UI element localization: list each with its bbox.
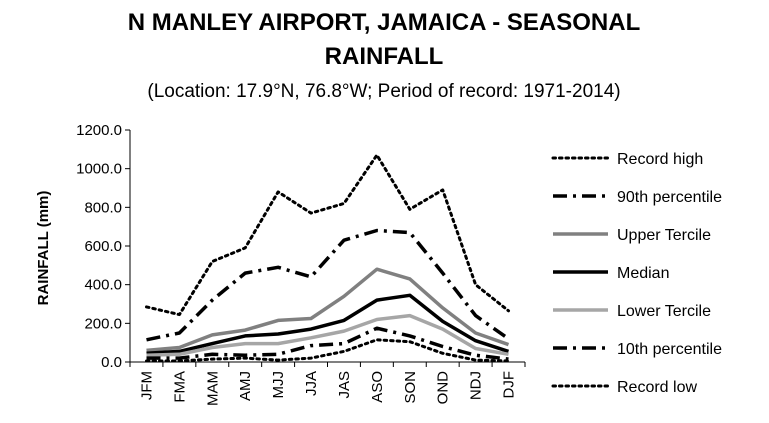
x-tick-label: JFM bbox=[138, 371, 155, 400]
chart-subtitle: (Location: 17.9°N, 76.8°W; Period of rec… bbox=[147, 81, 620, 102]
series-line-4 bbox=[146, 293, 510, 356]
x-tick-label: JJA bbox=[303, 371, 320, 396]
legend-label-7: Record low bbox=[617, 379, 697, 396]
legend-label-3: Upper Tercile bbox=[617, 227, 711, 244]
x-tick-label: DJF bbox=[501, 371, 518, 399]
legend-label-2: 90th percentile bbox=[617, 189, 722, 206]
series-line-7 bbox=[145, 338, 510, 363]
series-line-5 bbox=[146, 313, 509, 357]
y-tick-label: 400.0 bbox=[84, 277, 122, 294]
y-tick-label: 1200.0 bbox=[76, 122, 122, 139]
y-tick-label: 0.0 bbox=[101, 354, 122, 371]
x-tick-label: FMA bbox=[171, 371, 188, 403]
series-line-6 bbox=[146, 326, 509, 361]
x-tick-label: SON bbox=[402, 371, 419, 404]
legend-label-1: Record high bbox=[617, 151, 703, 168]
y-tick-label: 1000.0 bbox=[76, 161, 122, 178]
x-tick-label: MAM bbox=[204, 371, 221, 406]
series-line-1 bbox=[145, 153, 510, 317]
legend-label-4: Median bbox=[617, 265, 669, 282]
legend-label-6: 10th percentile bbox=[617, 341, 722, 358]
y-tick-label: 800.0 bbox=[84, 199, 122, 216]
chart-title-line-1: N MANLEY AIRPORT, JAMAICA - SEASONAL bbox=[128, 9, 640, 36]
axes bbox=[125, 129, 526, 367]
y-tick-labels: 0.0 200.0 400.0 600.0 800.0 1000.0 1200.0 bbox=[76, 122, 122, 371]
x-tick-label: AMJ bbox=[237, 371, 254, 401]
series-line-2 bbox=[146, 228, 510, 342]
y-axis-label: RAINFALL (mm) bbox=[35, 191, 52, 306]
x-tick-labels: JFM FMA MAM AMJ MJJ JJA JAS ASO SON OND NDJ DJF bbox=[138, 371, 517, 406]
x-tick-label: ASO bbox=[369, 371, 386, 403]
y-tick-label: 600.0 bbox=[84, 238, 122, 255]
legend-label-5: Lower Tercile bbox=[617, 303, 711, 320]
x-tick-label: MJJ bbox=[270, 371, 287, 399]
x-tick-label: JAS bbox=[336, 371, 353, 399]
chart-title-line-2: RAINFALL bbox=[325, 43, 444, 70]
series-lines bbox=[145, 153, 510, 363]
legend: Record high 90th percentile Upper Tercile M… bbox=[551, 151, 722, 396]
series-line-3 bbox=[146, 267, 510, 353]
x-tick-label: OND bbox=[435, 371, 452, 405]
x-tick-label: NDJ bbox=[468, 371, 485, 400]
y-tick-label: 200.0 bbox=[84, 315, 122, 332]
